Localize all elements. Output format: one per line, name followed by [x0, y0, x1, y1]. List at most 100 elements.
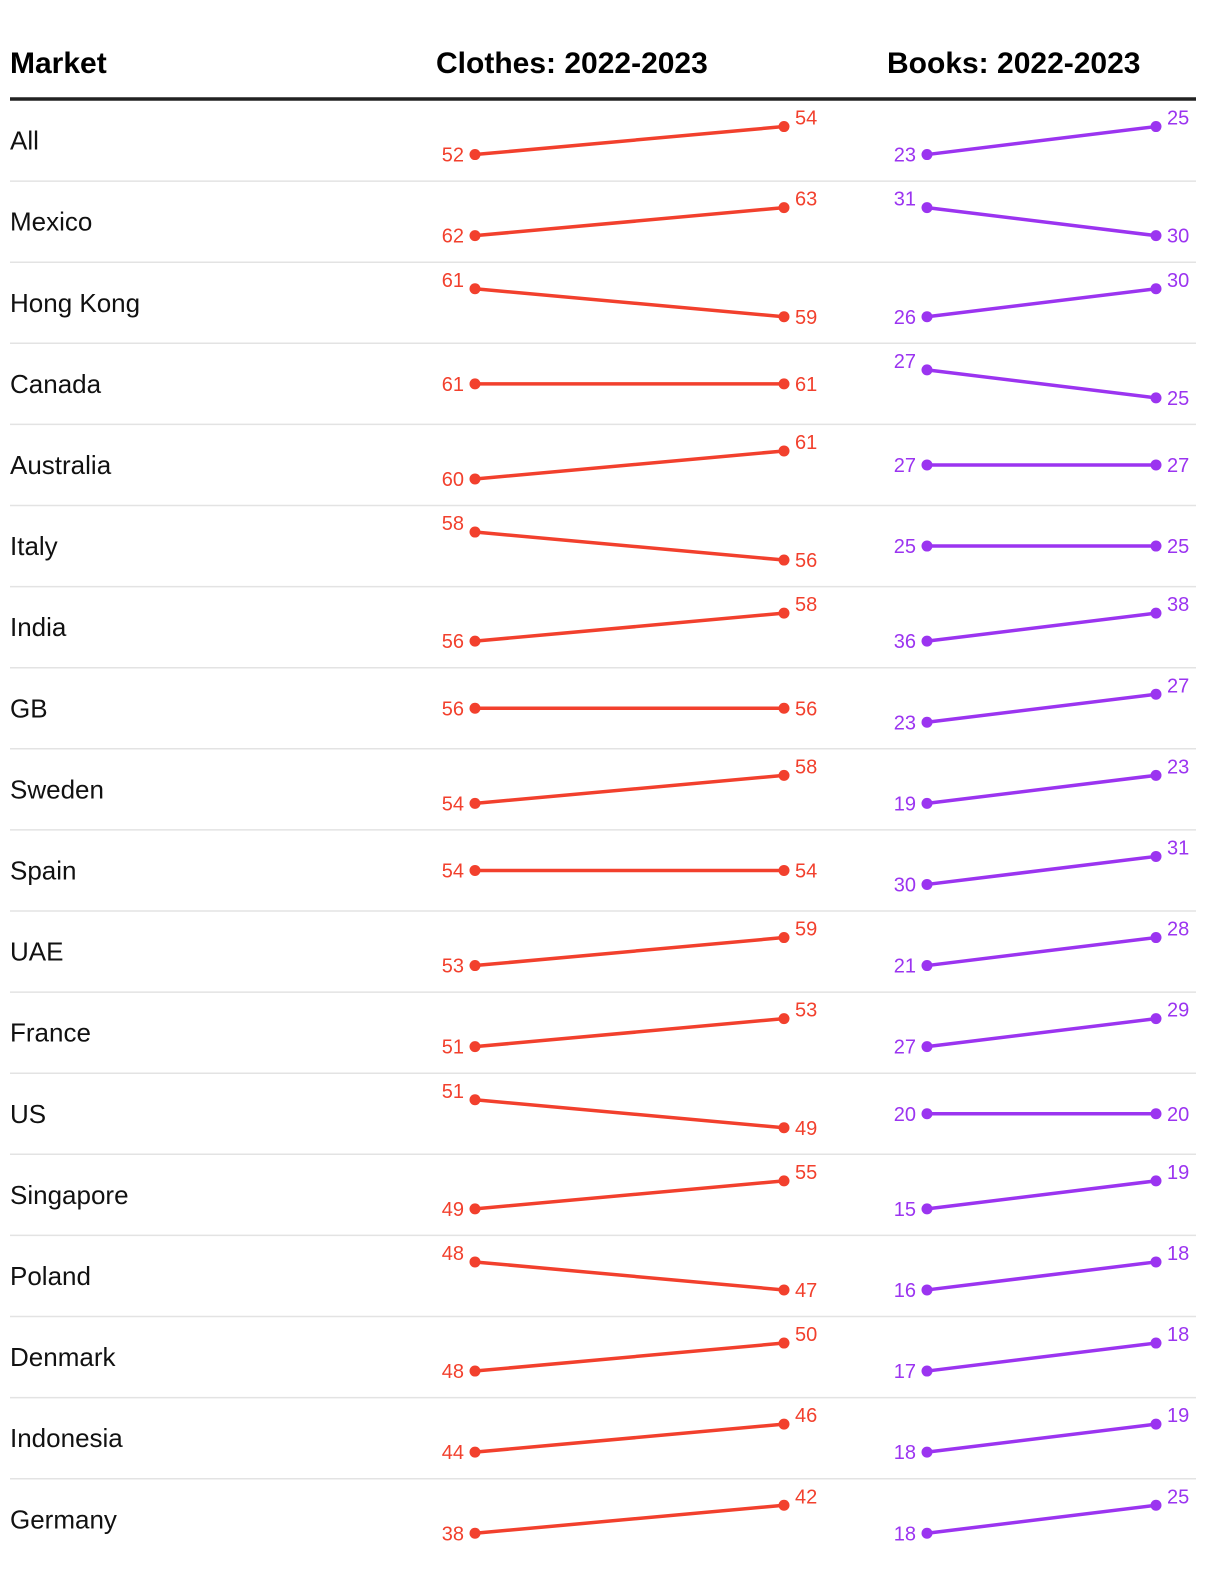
clothes-point-2023-indonesia [778, 1418, 790, 1430]
books-point-2022-france [921, 1041, 933, 1053]
clothes-label-2022-india: 56 [442, 631, 464, 653]
clothes-slope-line-uae [473, 935, 786, 968]
clothes-label-2022-germany: 38 [442, 1523, 464, 1545]
clothes-point-2022-canada [469, 378, 481, 390]
market-label-india: India [10, 612, 67, 642]
clothes-slope-line-hong-kong [473, 287, 786, 319]
books-label-2023-uae: 28 [1167, 919, 1189, 941]
books-label-2022-france: 27 [894, 1037, 916, 1059]
books-point-2022-poland [921, 1284, 933, 1296]
clothes-slope-line-singapore [473, 1179, 786, 1211]
clothes-label-2022-indonesia: 44 [442, 1442, 464, 1464]
books-label-2022-spain: 30 [894, 874, 916, 896]
books-label-2022-italy: 25 [894, 536, 916, 558]
clothes-label-2022-sweden: 54 [442, 793, 464, 815]
market-label-italy: Italy [10, 531, 58, 561]
books-label-2023-france: 29 [1167, 1000, 1189, 1022]
books-point-2022-sweden [921, 797, 933, 809]
clothes-label-2022-australia: 60 [442, 469, 464, 491]
books-point-2022-hong-kong [921, 311, 933, 323]
market-label-uae: UAE [10, 937, 63, 967]
clothes-label-2022-mexico: 62 [442, 226, 464, 248]
clothes-label-2023-mexico: 63 [795, 189, 817, 211]
books-label-2022-us: 20 [894, 1104, 916, 1126]
books-label-2023-sweden: 23 [1167, 756, 1189, 778]
clothes-point-2023-us [778, 1122, 790, 1134]
books-label-2023-italy: 25 [1167, 536, 1189, 558]
books-point-2023-denmark [1150, 1337, 1162, 1349]
books-label-2022-singapore: 15 [894, 1199, 916, 1221]
books-point-2023-sweden [1150, 769, 1162, 781]
clothes-label-2022-all: 52 [442, 145, 464, 167]
books-slope-line-uae [925, 935, 1158, 968]
books-point-2022-gb [921, 716, 933, 728]
books-point-2022-canada [921, 364, 933, 376]
books-label-2023-mexico: 30 [1167, 226, 1189, 248]
books-label-2022-germany: 18 [894, 1523, 916, 1545]
market-label-spain: Spain [10, 855, 77, 885]
market-label-canada: Canada [10, 369, 102, 399]
clothes-slope-line-australia [473, 449, 786, 481]
clothes-point-2022-gb [469, 702, 481, 714]
clothes-label-2023-india: 58 [795, 594, 817, 616]
books-point-2023-australia [1150, 459, 1162, 471]
books-point-2023-france [1150, 1013, 1162, 1025]
clothes-label-2023-germany: 42 [795, 1486, 817, 1508]
clothes-slope-line-india [473, 611, 786, 643]
books-label-2022-all: 23 [894, 145, 916, 167]
market-label-denmark: Denmark [10, 1342, 116, 1372]
clothes-point-2022-spain [469, 864, 481, 876]
books-point-2022-italy [921, 540, 933, 552]
books-slope-line-mexico [925, 205, 1158, 238]
clothes-label-2023-italy: 56 [795, 550, 817, 572]
clothes-point-2023-gb [778, 702, 790, 714]
books-slope-line-spain [925, 854, 1158, 887]
books-label-2022-denmark: 17 [894, 1361, 916, 1383]
clothes-slope-line-us [473, 1098, 786, 1130]
clothes-point-2023-singapore [778, 1175, 790, 1187]
clothes-point-2023-uae [778, 932, 790, 944]
clothes-slope-line-mexico [473, 205, 786, 238]
books-point-2023-spain [1150, 850, 1162, 862]
books-point-2023-gb [1150, 688, 1162, 700]
clothes-point-2023-poland [778, 1284, 790, 1296]
books-label-2023-poland: 18 [1167, 1243, 1189, 1265]
clothes-label-2022-spain: 54 [442, 860, 464, 882]
clothes-point-2022-hong-kong [469, 283, 481, 295]
books-point-2022-uae [921, 960, 933, 972]
books-label-2023-germany: 25 [1167, 1486, 1189, 1508]
books-point-2023-italy [1150, 540, 1162, 552]
market-label-indonesia: Indonesia [10, 1423, 123, 1453]
clothes-point-2022-australia [469, 473, 481, 485]
clothes-label-2023-spain: 54 [795, 860, 817, 882]
clothes-label-2022-hong-kong: 61 [442, 270, 464, 292]
clothes-slope-line-indonesia [473, 1422, 786, 1454]
clothes-label-2023-all: 54 [795, 108, 817, 130]
clothes-point-2023-denmark [778, 1337, 790, 1349]
books-point-2023-singapore [1150, 1175, 1162, 1187]
header-market: Market [10, 47, 107, 80]
books-point-2022-all [921, 149, 933, 161]
books-label-2023-singapore: 19 [1167, 1162, 1189, 1184]
clothes-point-2023-australia [778, 445, 790, 457]
clothes-slope-line-poland [473, 1260, 786, 1292]
books-label-2022-australia: 27 [894, 455, 916, 477]
books-point-2022-australia [921, 459, 933, 471]
clothes-label-2023-singapore: 55 [795, 1162, 817, 1184]
clothes-point-2022-all [469, 149, 481, 161]
clothes-label-2023-poland: 47 [795, 1280, 817, 1302]
books-slope-line-denmark [925, 1341, 1158, 1373]
clothes-point-2022-mexico [469, 230, 481, 242]
clothes-point-2023-italy [778, 554, 790, 566]
market-label-australia: Australia [10, 450, 112, 480]
market-label-poland: Poland [10, 1261, 91, 1291]
books-point-2022-us [921, 1108, 933, 1120]
clothes-point-2022-france [469, 1041, 481, 1053]
clothes-point-2022-indonesia [469, 1446, 481, 1458]
books-slope-line-germany [925, 1503, 1158, 1535]
market-label-france: France [10, 1018, 91, 1048]
clothes-point-2022-india [469, 635, 481, 647]
books-point-2023-uae [1150, 932, 1162, 944]
books-label-2023-indonesia: 19 [1167, 1405, 1189, 1427]
books-slope-line-singapore [925, 1179, 1158, 1211]
